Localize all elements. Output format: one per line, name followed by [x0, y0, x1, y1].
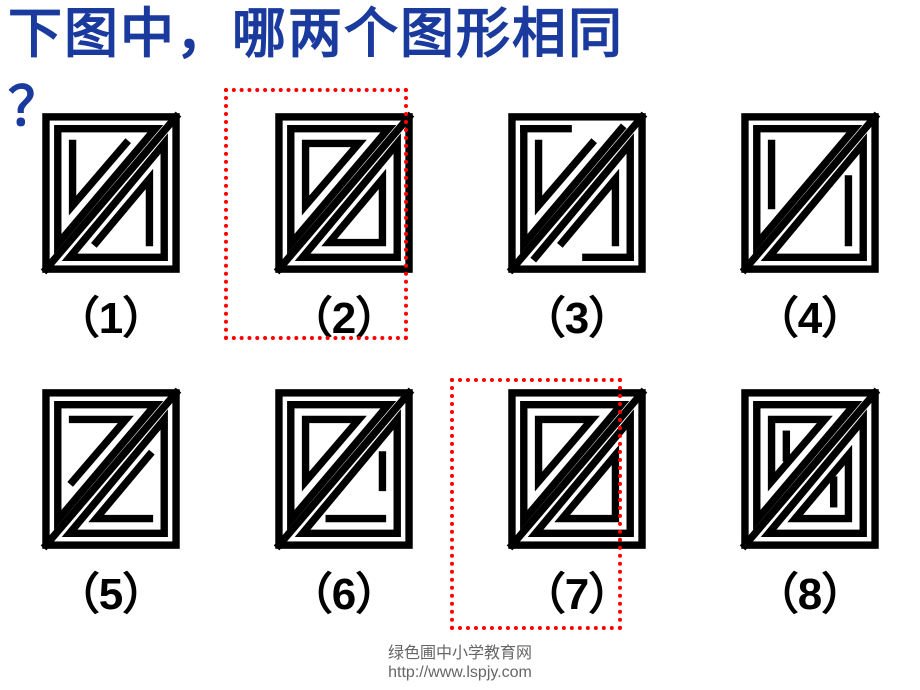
figure-4	[735, 108, 885, 278]
figure-label-8: （8）	[755, 558, 864, 622]
figure-8	[735, 384, 885, 554]
figure-cell-4: （4）	[717, 108, 902, 346]
figure-label-1: （1）	[56, 282, 165, 346]
figure-6	[269, 384, 419, 554]
figure-2	[269, 108, 419, 278]
figure-cell-1: （1）	[18, 108, 203, 346]
figure-label-4: （4）	[755, 282, 864, 346]
figure-cell-2: （2）	[251, 108, 436, 346]
figure-label-6: （6）	[289, 558, 398, 622]
figure-cell-3: （3）	[484, 108, 669, 346]
footer: 绿色圃中小学教育网 http://www.lspjy.com	[0, 644, 920, 682]
figure-5	[36, 384, 186, 554]
figure-label-7: （7）	[522, 558, 631, 622]
figure-7	[502, 384, 652, 554]
page-title: 下图中，哪两个图形相同	[8, 6, 624, 63]
figure-grid: （1） （2）	[18, 108, 902, 622]
figure-cell-8: （8）	[717, 384, 902, 622]
figure-label-2: （2）	[289, 282, 398, 346]
figure-cell-7: （7）	[484, 384, 669, 622]
footer-line2: http://www.lspjy.com	[0, 663, 920, 682]
figure-label-5: （5）	[56, 558, 165, 622]
figure-cell-5: （5）	[18, 384, 203, 622]
footer-line1: 绿色圃中小学教育网	[0, 644, 920, 663]
figure-label-3: （3）	[522, 282, 631, 346]
figure-1	[36, 108, 186, 278]
figure-cell-6: （6）	[251, 384, 436, 622]
figure-3	[502, 108, 652, 278]
